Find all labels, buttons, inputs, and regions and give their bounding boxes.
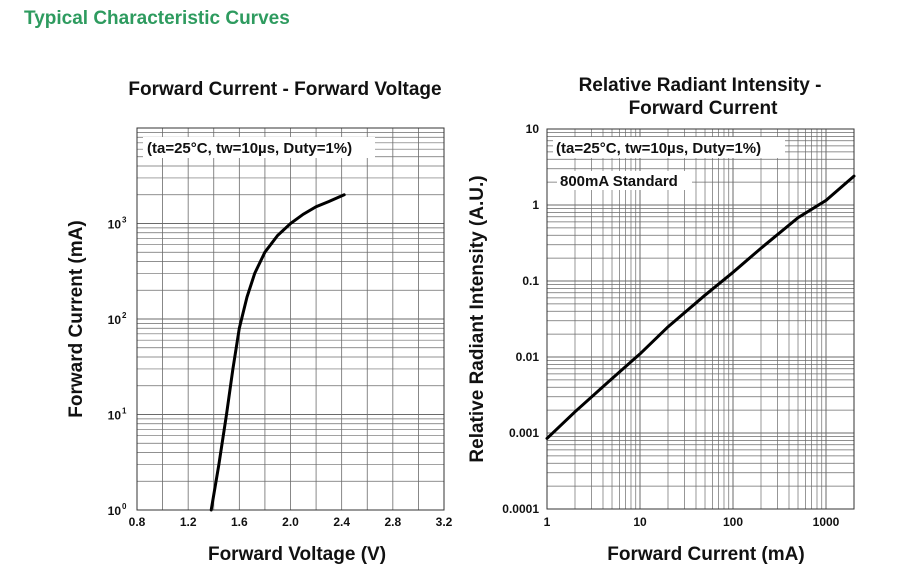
- chart1-y-tick-label: 10: [108, 504, 122, 518]
- chart1-y-tick-exponent: 1: [122, 407, 127, 416]
- chart1-annotation: (ta=25°C, tw=10µs, Duty=1%): [147, 140, 352, 157]
- chart1-x-tick-label: 3.2: [436, 515, 453, 529]
- chart2-note: 800mA Standard: [560, 173, 678, 190]
- chart1-y-tick-exponent: 2: [122, 311, 127, 320]
- chart2-x-tick-label: 100: [723, 515, 743, 529]
- chart2-title-line1: Relative Radiant Intensity -: [579, 75, 822, 96]
- chart2-y-tick-label: 0.1: [522, 274, 539, 288]
- chart1-grid: [136, 128, 445, 511]
- chart2-y-ticks: 0.0001 0.001 0.01 0.1 1 10: [502, 122, 539, 516]
- chart1-y-tick-label: 10: [108, 409, 122, 423]
- chart-radiant-intensity: Relative Radiant Intensity - Forward Cur…: [467, 75, 856, 565]
- chart-forward-voltage: Forward Current - Forward Voltage 0.8 1.2…: [66, 79, 453, 565]
- chart1-x-tick-label: 2.8: [384, 515, 401, 529]
- chart1-y-tick-label: 10: [108, 218, 122, 232]
- chart2-x-tick-label: 1000: [813, 515, 840, 529]
- chart2-y-tick-label: 0.0001: [502, 502, 539, 516]
- chart2-y-tick-label: 0.01: [516, 350, 540, 364]
- chart2-y-tick-label: 0.001: [509, 426, 539, 440]
- chart1-y-tick-label: 10: [108, 313, 122, 327]
- chart2-x-tick-label: 10: [633, 515, 647, 529]
- chart1-title: Forward Current - Forward Voltage: [128, 79, 441, 100]
- chart2-x-axis-title: Forward Current (mA): [607, 544, 804, 565]
- chart1-x-ticks: 0.8 1.2 1.6 2.0 2.4 2.8 3.2: [129, 515, 453, 529]
- chart1-x-tick-label: 1.2: [180, 515, 197, 529]
- chart2-note-bg: [557, 171, 692, 190]
- chart1-y-axis-title: Forward Current (mA): [66, 220, 87, 417]
- chart2-y-axis-title: Relative Radiant Intensity (A.U.): [467, 175, 488, 462]
- chart2-x-tick-label: 1: [544, 515, 551, 529]
- chart1-y-tick-exponent: 0: [122, 502, 127, 511]
- chart2-plot-frame: [546, 128, 855, 510]
- chart1-series-line: [209, 193, 346, 512]
- chart2-annotation-bg: [553, 137, 785, 158]
- chart2-series-line: [545, 174, 856, 440]
- chart1-x-axis-title: Forward Voltage (V): [208, 544, 386, 565]
- chart2-x-ticks: 1 10 100 1000: [544, 515, 840, 529]
- chart1-x-tick-label: 2.0: [282, 515, 299, 529]
- chart2-y-tick-label: 1: [532, 198, 539, 212]
- chart2-y-tick-label: 10: [526, 122, 540, 136]
- chart1-annotation-bg: [143, 137, 375, 158]
- chart1-x-tick-label: 2.4: [333, 515, 350, 529]
- chart1-x-tick-label: 0.8: [129, 515, 146, 529]
- page-heading: Typical Characteristic Curves: [24, 8, 290, 29]
- chart2-annotation: (ta=25°C, tw=10µs, Duty=1%): [556, 140, 761, 157]
- chart1-y-tick-exponent: 3: [122, 216, 127, 225]
- chart1-x-tick-label: 1.6: [231, 515, 248, 529]
- chart2-title-line2: Forward Current: [629, 98, 779, 119]
- chart1-plot-frame: [136, 127, 445, 511]
